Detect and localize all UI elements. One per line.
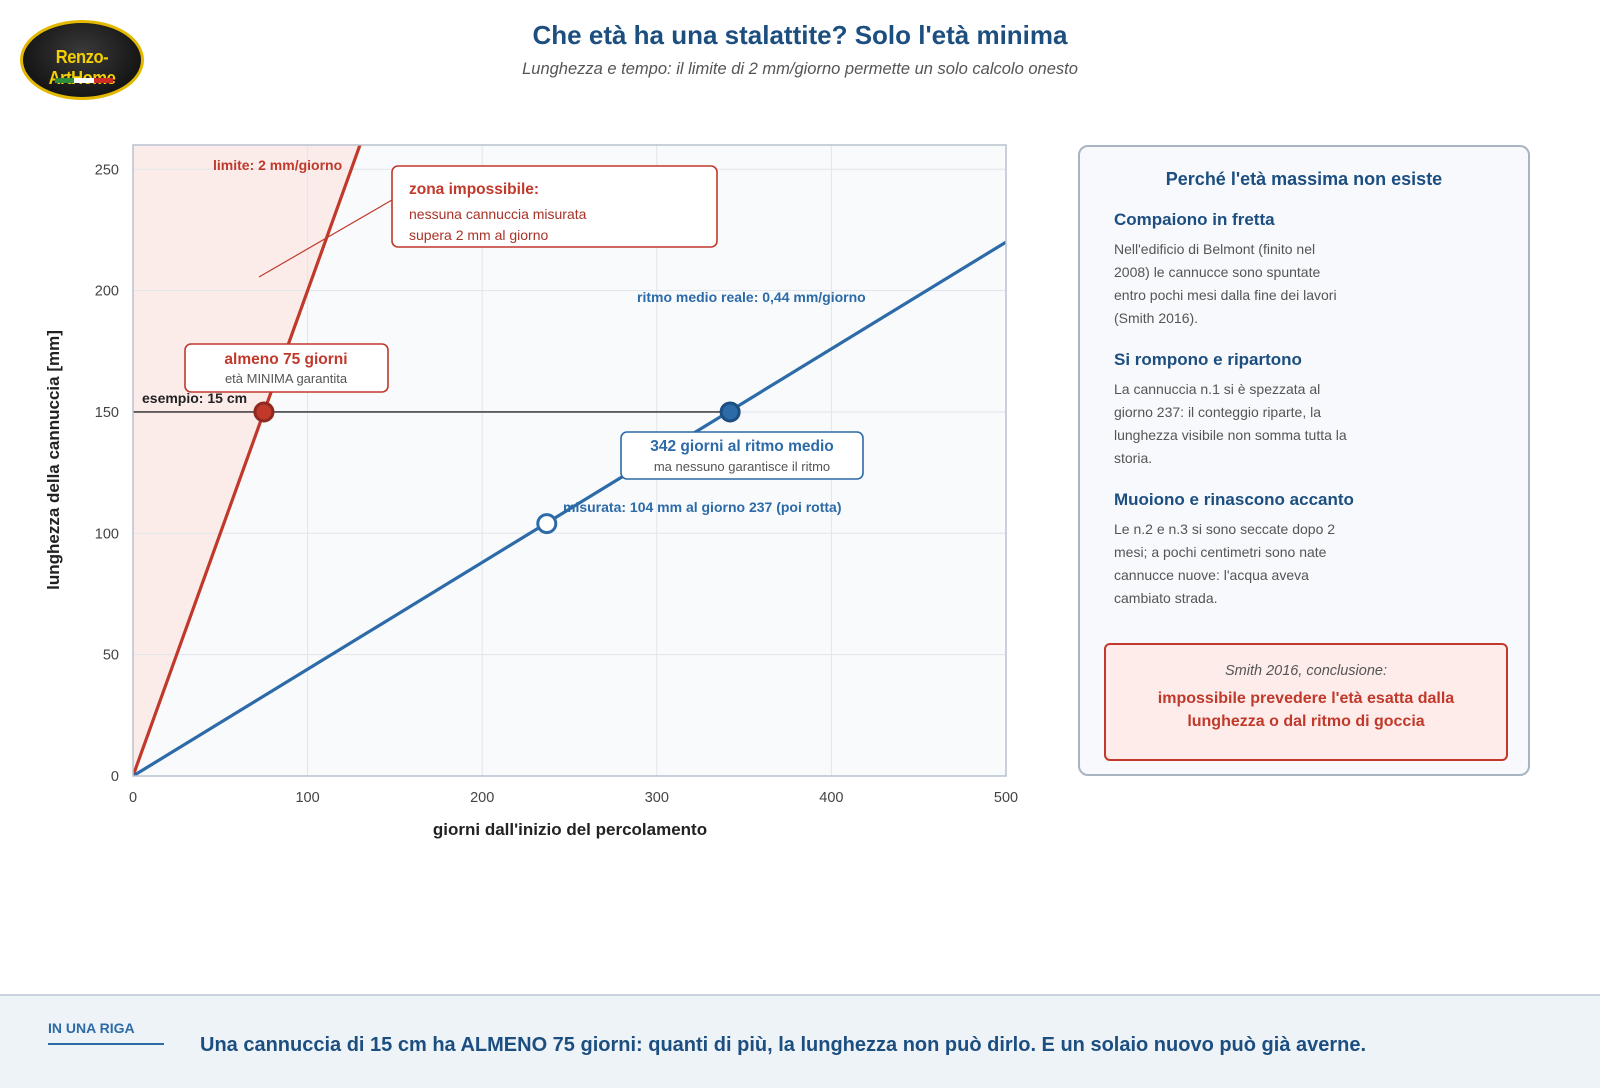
data-point [253,401,275,423]
y-tick-label: 50 [103,648,119,664]
logo-flag [55,78,113,83]
y-tick-label: 200 [95,284,119,300]
section-heading: Compaiono in fretta [1114,210,1275,229]
zona-callout-line1: nessuna cannuccia misurata [409,206,587,222]
y-axis-label: lunghezza della cannuccia [mm] [44,330,63,590]
series-label-limite: limite: 2 mm/giorno [213,157,342,173]
x-tick-label: 100 [295,790,319,806]
side-panel: Perché l'età massima non esiste Compaion… [1078,145,1530,776]
reference-line-label: esempio: 15 cm [142,390,247,406]
zona-callout-box [391,165,718,248]
min-age-callout-title: almeno 75 giorni [224,351,347,368]
side-panel-title: Perché l'età massima non esiste [1165,169,1443,189]
series-label-ritmo-medio: ritmo medio reale: 0,44 mm/giorno [637,289,866,305]
data-point [719,401,741,423]
axis-ticks: 0 100 200 300 400 500 0 50 100 150 200 250 [95,162,1018,806]
x-tick-label: 500 [994,790,1018,806]
x-axis-label: giorni dall'inizio del percolamento [433,820,707,839]
section-heading: Muoiono e rinascono accanto [1114,490,1354,509]
avg-age-callout-box [620,431,864,480]
logo: Renzo-ArtHome [20,20,144,100]
x-tick-label: 0 [129,790,137,806]
section-heading: Si rompono e ripartono [1114,350,1302,369]
plot-frame [132,144,1007,777]
zona-callout-title: zona impossibile: [409,181,539,198]
min-age-callout-box [184,343,389,393]
page-subtitle: Lunghezza e tempo: il limite di 2 mm/gio… [522,60,1078,78]
section-si-rompono: Si rompono e ripartono La cannuccia n.1 … [1114,350,1514,470]
flag-red [93,78,113,83]
y-tick-label: 100 [95,526,119,542]
avg-age-callout-sub: ma nessuno garantisce il ritmo [654,459,830,474]
section-compaiono: Compaiono in fretta Nell'edificio di Bel… [1114,210,1514,330]
section-text: La cannuccia n.1 si è spezzata al giorno… [1114,381,1347,466]
x-tick-label: 300 [645,790,669,806]
chart: 0 100 200 300 400 500 0 50 100 150 200 250 giorni d… [44,144,1018,839]
y-tick-label: 0 [111,769,119,785]
flag-white [74,78,94,83]
footer-tag: IN UNA RIGA [48,1020,164,1045]
conclusion-source: Smith 2016, conclusione: [1224,663,1387,679]
flag-green [55,78,75,83]
series-line-limite [133,145,362,776]
avg-age-callout-title: 342 giorni al ritmo medio [650,438,833,455]
zona-callout-line2: supera 2 mm al giorno [409,227,549,243]
conclusion-box: Smith 2016, conclusione: impossibile pre… [1104,643,1508,761]
section-text: Le n.2 e n.3 si sono seccate dopo 2 mesi… [1114,521,1336,606]
x-tick-label: 400 [819,790,843,806]
series-line-ritmo-medio [133,240,1006,776]
y-tick-label: 150 [95,405,119,421]
conclusion-text: impossibile prevedere l'età esatta dalla… [1157,690,1455,730]
zona-pointer-line [258,199,393,278]
x-tick-label: 200 [470,790,494,806]
y-tick-label: 250 [95,162,119,178]
page-title: Che età ha una stalattite? Solo l'età mi… [532,20,1068,50]
section-text: Nell'edificio di Belmont (finito nel 200… [1114,241,1337,326]
footer: IN UNA RIGA Una cannuccia di 15 cm ha AL… [0,994,1600,1088]
measured-point-label: misurata: 104 mm al giorno 237 (poi rott… [563,499,842,515]
min-age-callout-sub: età MINIMA garantita [225,371,348,386]
footer-text: Una cannuccia di 15 cm ha ALMENO 75 gior… [200,1034,1367,1056]
section-muoiono: Muoiono e rinascono accanto Le n.2 e n.3… [1114,490,1514,610]
data-point [536,513,558,535]
data-points [253,401,741,535]
